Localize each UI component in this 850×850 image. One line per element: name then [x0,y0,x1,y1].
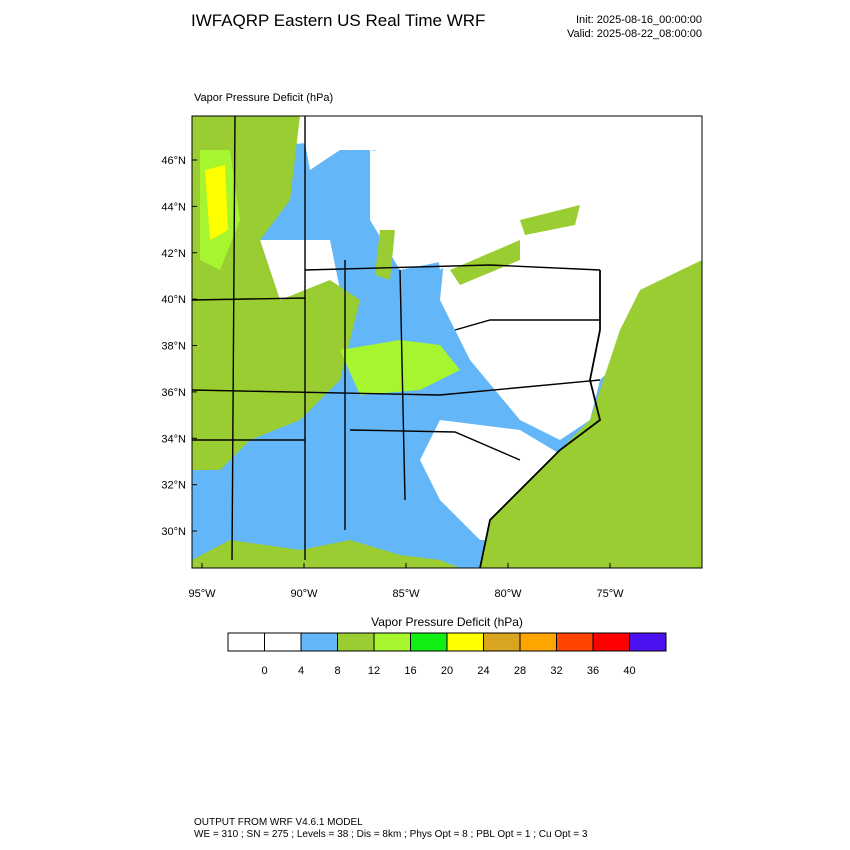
init-time: Init: 2025-08-16_00:00:00 [576,14,702,26]
colorbar-box [410,632,448,652]
title: IWFAQRP Eastern US Real Time WRF [191,11,485,30]
lat-label: 38°N [161,341,186,353]
atlantic [480,260,702,568]
colorbar-box [519,632,557,652]
lon-label: 85°W [392,588,420,600]
lat-label: 34°N [161,433,186,445]
lat-label: 32°N [161,480,186,492]
great-lakes [300,116,702,270]
lon-label: 95°W [188,588,216,600]
vpd-20-24 [205,165,228,240]
lake-ontario [520,205,580,235]
lat-label: 44°N [161,201,186,213]
colorbar-label: Vapor Pressure Deficit (hPa) [371,615,523,629]
lat-label: 42°N [161,248,186,260]
state-borders [192,116,602,568]
colorbar-box [483,632,521,652]
colorbar-box [446,632,484,652]
lon-label: 75°W [596,588,624,600]
colorbar-box [629,632,667,652]
colorbar-box [556,632,594,652]
footer-line: OUTPUT FROM WRF V4.6.1 MODEL [194,817,363,828]
gulf [192,540,460,568]
colorbar-tick-label: 8 [334,665,340,677]
colorbar-tick-label: 4 [298,665,304,677]
map-frame [191,115,703,569]
colorbar-tick-label: 24 [477,665,489,677]
colorbar-tick-label: 32 [550,665,562,677]
colorbar-tick-label: 28 [514,665,526,677]
colorbar-box [373,632,411,652]
colorbar-tick-label: 0 [261,665,267,677]
lon-label: 80°W [494,588,522,600]
lat-label: 36°N [161,387,186,399]
valid-time: Valid: 2025-08-22_08:00:00 [567,28,702,40]
colorbar-tick-label: 12 [368,665,380,677]
vpd-12-16 [340,340,460,395]
colorbar-box [227,632,265,652]
colorbar-tick-label: 20 [441,665,453,677]
colorbar-box [300,632,338,652]
vpd-0-4 [470,280,600,410]
lat-label: 30°N [161,526,186,538]
colorbar-box [264,632,302,652]
lon-label: 90°W [290,588,318,600]
colorbar-tick-label: 36 [587,665,599,677]
field-label: Vapor Pressure Deficit (hPa) [194,92,333,104]
lake-erie [450,240,520,285]
footer-line: WE = 310 ; SN = 275 ; Levels = 38 ; Dis … [194,829,588,840]
colorbar-box [592,632,630,652]
colorbar-tick-label: 16 [404,665,416,677]
map-field [192,116,702,568]
colorbar-box [337,632,375,652]
colorbar-tick-label: 40 [623,665,635,677]
lat-label: 40°N [161,294,186,306]
vpd-0-4 [570,150,702,300]
lat-label: 46°N [161,155,186,167]
